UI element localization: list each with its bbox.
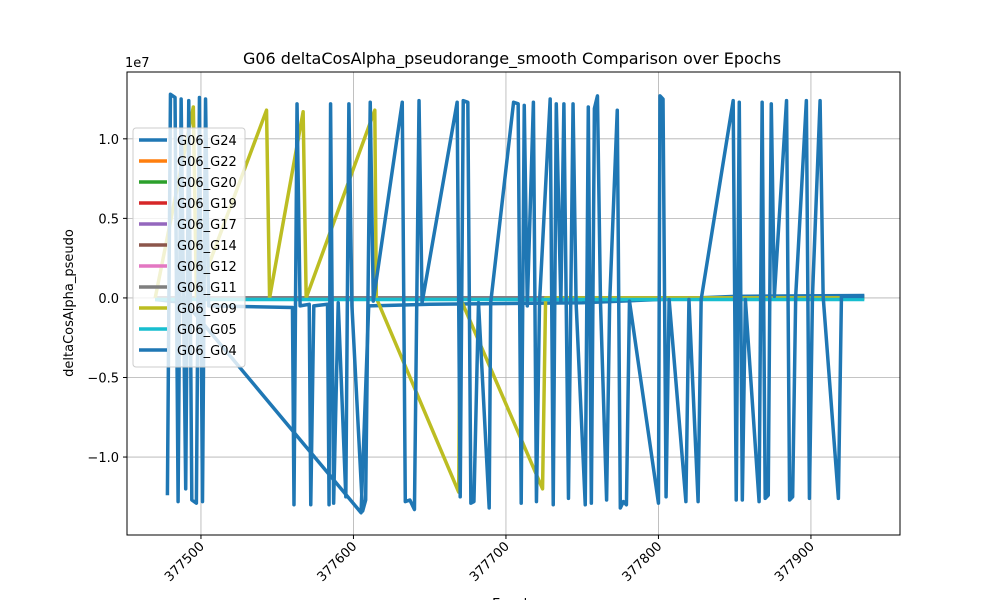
- legend-label: G06_G11: [177, 281, 237, 296]
- legend-label: G06_G12: [177, 260, 237, 275]
- legend-label: G06_G22: [177, 155, 237, 170]
- x-axis-label: Epoch: [492, 597, 532, 600]
- y-axis-label: deltaCosAlpha_pseudo: [62, 229, 77, 377]
- legend-label: G06_G24: [177, 134, 237, 149]
- chart-title: G06 deltaCosAlpha_pseudorange_smooth Com…: [243, 49, 781, 69]
- x-tick-label: 377500: [162, 539, 208, 585]
- x-tick-label: 377600: [315, 539, 361, 585]
- legend: G06_G24 G06_G22 G06_G20 G06_G19 G06_G17 G06_G…: [132, 127, 246, 368]
- plot-lines: [153, 92, 865, 515]
- y-tick-label: 0.5: [98, 212, 119, 227]
- x-tick-label: 377900: [772, 539, 818, 585]
- y-tick-label: 0.0: [98, 292, 119, 307]
- legend-label: G06_G04: [177, 344, 237, 359]
- legend-label: G06_G17: [177, 218, 237, 233]
- plot-frame: [126, 71, 901, 536]
- y-offset-label: 1e7: [125, 56, 150, 71]
- y-tick-label: 1.0: [98, 133, 119, 148]
- legend-label: G06_G09: [177, 302, 237, 317]
- legend-label: G06_G20: [177, 176, 237, 191]
- legend-label: G06_G19: [177, 197, 237, 212]
- series-line: [165, 92, 865, 513]
- x-tick-label: 377700: [467, 539, 513, 585]
- y-tick-label: −0.5: [87, 371, 119, 386]
- x-tick-label: 377800: [620, 539, 666, 585]
- y-tick-label: −1.0: [87, 451, 119, 466]
- legend-label: G06_G05: [177, 323, 237, 338]
- legend-label: G06_G14: [177, 239, 237, 254]
